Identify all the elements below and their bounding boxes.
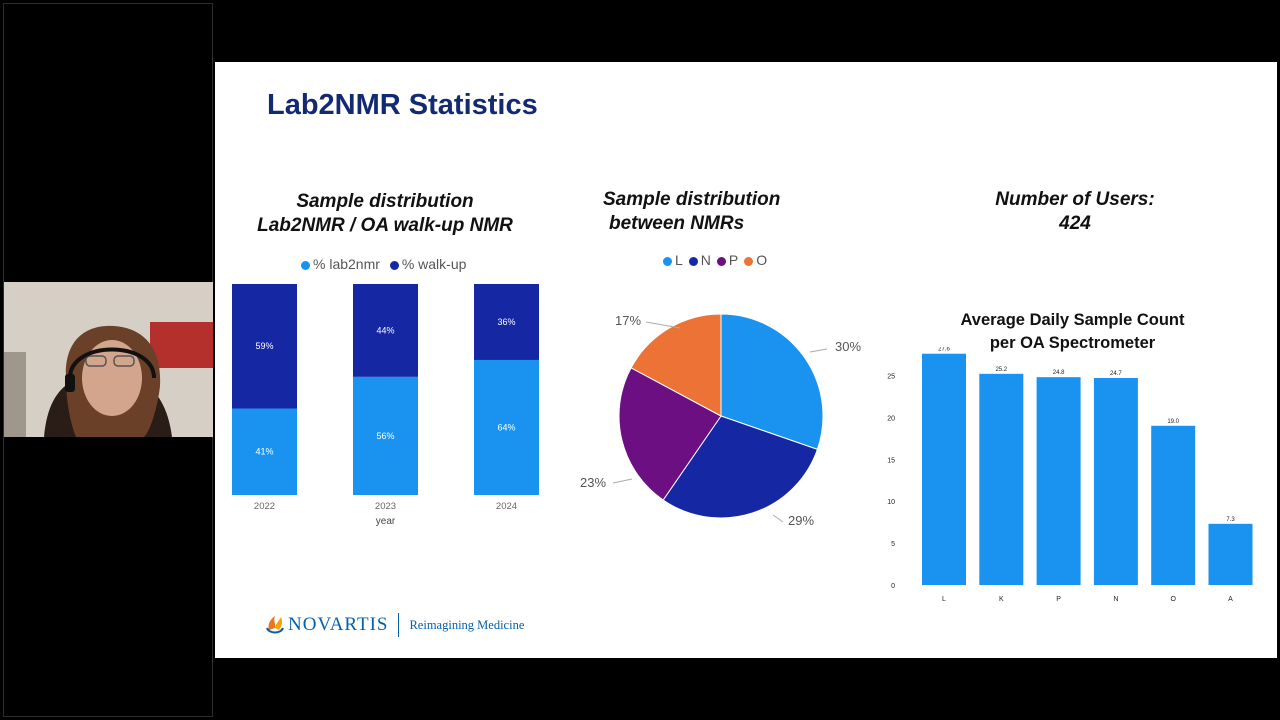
novartis-brand: NOVARTIS xyxy=(288,614,389,635)
legend-dot-O xyxy=(744,256,754,266)
bar-value-label: 7.3 xyxy=(1226,517,1235,523)
section1-title-line2: Lab2NMR / OA walk-up NMR xyxy=(257,215,513,236)
daily-sample-bar-chart: 0 5 10 15 20 25 27.6 L 25.2 K 24.8 P 24.7 N 19.0 O 7.3 A xyxy=(887,347,1253,603)
bar-chart-title-line1: Average Daily Sample Count xyxy=(960,311,1185,329)
legend-label-walkup: % walk-up xyxy=(401,256,467,272)
pie-leader-line xyxy=(772,514,784,523)
bar-P xyxy=(1036,377,1081,585)
x-tick-label: 2022 xyxy=(254,501,275,512)
bar-value-label: 19.0 xyxy=(1167,419,1179,425)
y-tick-label: 20 xyxy=(887,415,895,422)
pie-chart: 30% 29% 23% 17% xyxy=(580,313,861,528)
x-tick-label: 2024 xyxy=(496,501,517,512)
legend-dot-lab2nmr xyxy=(301,260,310,270)
bar-2024-series-0 xyxy=(474,359,539,495)
bar-K xyxy=(979,373,1024,585)
pie-data-label: 29% xyxy=(788,513,814,528)
bar-O xyxy=(1151,425,1196,585)
section3-user-count: 424 xyxy=(1059,213,1091,234)
legend-label-lab2nmr: % lab2nmr xyxy=(313,256,380,272)
y-tick-label: 10 xyxy=(887,499,895,506)
bar-data-label: 36% xyxy=(497,317,515,327)
section2-title: Sample distribution between NMRs xyxy=(603,188,823,236)
x-tick-label: P xyxy=(1056,596,1061,603)
pie-data-label: 17% xyxy=(615,313,641,328)
bar-data-label: 64% xyxy=(497,422,515,432)
bar-N xyxy=(1093,378,1138,585)
stacked-bar-chart: 41% 59% 2022 56% 44% 2023 64% 36% 2024 year xyxy=(232,284,539,527)
presentation-slide: Lab2NMR Statistics Sample distribution L… xyxy=(215,62,1277,658)
slide-title: Lab2NMR Statistics xyxy=(267,89,538,121)
bar-value-label: 27.6 xyxy=(938,347,950,353)
x-tick-label: O xyxy=(1170,596,1176,603)
bar-2022-series-0 xyxy=(232,408,297,495)
x-tick-label: 2023 xyxy=(375,501,396,512)
section3-title-line1: Number of Users: xyxy=(995,189,1155,210)
novartis-flame-logo-icon xyxy=(266,616,284,634)
section2-title-line2: between NMRs xyxy=(609,213,745,234)
x-tick-label: N xyxy=(1113,596,1118,603)
section1-title: Sample distribution Lab2NMR / OA walk-up… xyxy=(235,190,535,238)
bar-data-label: 56% xyxy=(376,431,394,441)
bar-L xyxy=(922,353,966,585)
legend-dot-walkup xyxy=(389,260,399,270)
y-tick-label: 5 xyxy=(891,541,895,548)
legend-dot-L xyxy=(663,256,672,266)
x-tick-label: K xyxy=(999,596,1004,603)
legend-label-N: N xyxy=(700,252,711,268)
pie-slice-O xyxy=(630,313,722,417)
stacked-chart-legend: % lab2nmr % walk-up xyxy=(295,256,475,272)
pie-slice-N xyxy=(662,415,819,519)
section2-title-line1: Sample distribution xyxy=(603,189,781,210)
bar-value-label: 24.8 xyxy=(1053,370,1065,376)
bar-data-label: 59% xyxy=(255,341,273,351)
bar-data-label: 41% xyxy=(255,447,273,457)
pie-leader-line xyxy=(612,478,633,484)
webcam-feed xyxy=(4,282,213,437)
bar-data-label: 44% xyxy=(376,325,394,335)
legend-dot-N xyxy=(688,256,698,266)
webcam-image xyxy=(4,282,213,437)
pie-slice-L xyxy=(720,313,824,450)
y-tick-label: 25 xyxy=(887,374,895,381)
bar-value-label: 24.7 xyxy=(1110,371,1122,377)
y-tick-label: 0 xyxy=(891,583,895,590)
bar-value-label: 25.2 xyxy=(995,367,1007,373)
x-tick-label: L xyxy=(942,596,946,603)
bar-2023-series-0 xyxy=(353,376,418,495)
section3-title: Number of Users: 424 xyxy=(975,188,1175,236)
pie-data-label: 30% xyxy=(835,339,861,354)
bar-A xyxy=(1208,523,1253,585)
novartis-tagline: Reimagining Medicine xyxy=(409,617,525,632)
legend-label-P: P xyxy=(728,252,739,268)
y-tick-label: 15 xyxy=(887,457,895,464)
pie-leader-line xyxy=(645,321,681,329)
x-axis-label: year xyxy=(376,516,396,527)
bar-2022-series-1 xyxy=(232,284,297,409)
pie-slice-P xyxy=(618,367,722,501)
pie-leader-line xyxy=(809,348,828,353)
bar-2023-series-1 xyxy=(353,284,418,377)
pie-data-label: 23% xyxy=(580,475,606,490)
bar-2024-series-1 xyxy=(474,284,539,360)
legend-label-L: L xyxy=(675,252,683,268)
x-tick-label: A xyxy=(1228,596,1233,603)
novartis-footer: NOVARTIS Reimagining Medicine xyxy=(265,612,524,638)
legend-label-O: O xyxy=(756,252,768,268)
bar-chart-title: Average Daily Sample Count per OA Spectr… xyxy=(935,309,1210,355)
section1-title-line1: Sample distribution xyxy=(296,191,474,212)
footer-divider xyxy=(398,613,400,637)
legend-dot-P xyxy=(716,256,726,266)
bar-chart-title-line2: per OA Spectrometer xyxy=(989,334,1156,352)
